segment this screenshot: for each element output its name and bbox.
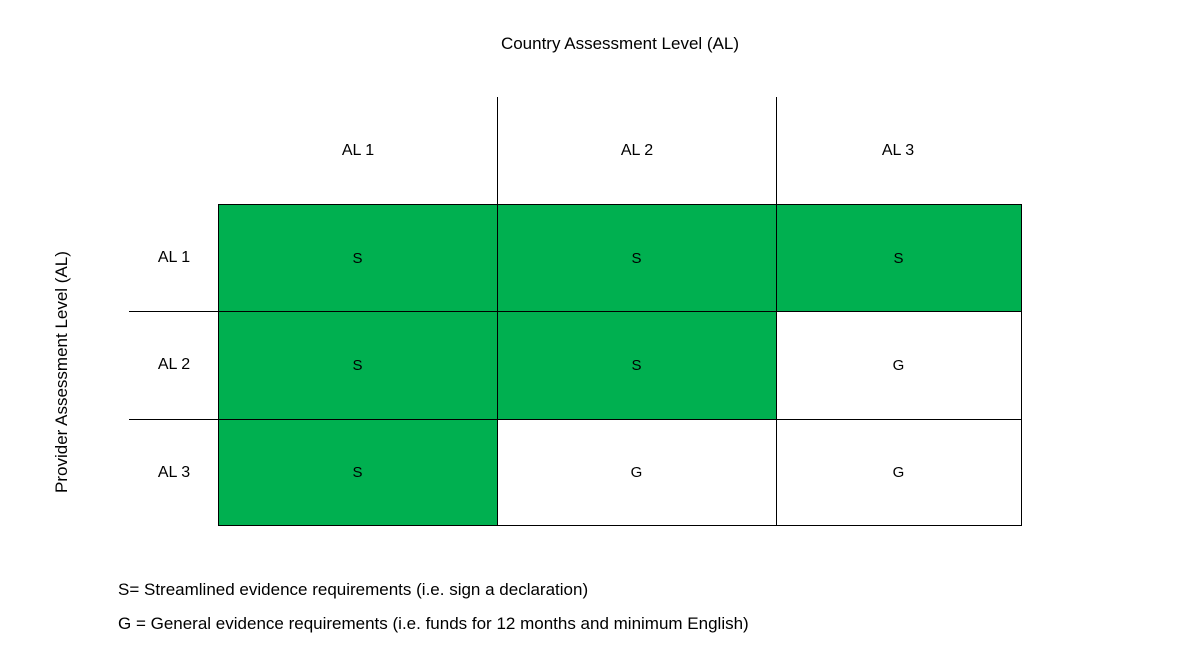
row-header-al2: AL 2 bbox=[157, 356, 191, 373]
legend-general: G = General evidence requirements (i.e. … bbox=[118, 614, 749, 633]
column-header-al3: AL 3 bbox=[881, 142, 915, 159]
diagram-title: Country Assessment Level (AL) bbox=[500, 34, 740, 53]
cell-r3-c3: G bbox=[776, 419, 1021, 526]
row-header-al1: AL 1 bbox=[157, 249, 191, 266]
grid-line-col1 bbox=[497, 97, 498, 526]
row-header-al3: AL 3 bbox=[157, 464, 191, 481]
grid-line-row1 bbox=[129, 311, 1022, 312]
column-header-al1: AL 1 bbox=[341, 142, 375, 159]
cell-r2-c1: S bbox=[218, 312, 497, 419]
grid-line-col2 bbox=[776, 97, 777, 526]
cell-r1-c3: S bbox=[776, 205, 1021, 312]
grid-line-bottom bbox=[218, 525, 1022, 526]
grid-line-top bbox=[218, 204, 1022, 205]
grid-line-left bbox=[218, 204, 219, 526]
cell-r2-c3: G bbox=[776, 312, 1021, 419]
cell-r1-c1: S bbox=[218, 205, 497, 312]
cell-r2-c2: S bbox=[497, 312, 776, 419]
legend-streamlined: S= Streamlined evidence requirements (i.… bbox=[118, 580, 589, 599]
cell-r3-c1: S bbox=[218, 419, 497, 526]
y-axis-label: Provider Assessment Level (AL) bbox=[52, 251, 71, 493]
column-header-al2: AL 2 bbox=[620, 142, 654, 159]
grid-line-right bbox=[1021, 204, 1022, 526]
cell-r1-c2: S bbox=[497, 205, 776, 312]
grid-line-row2 bbox=[129, 419, 1022, 420]
cell-r3-c2: G bbox=[497, 419, 776, 526]
